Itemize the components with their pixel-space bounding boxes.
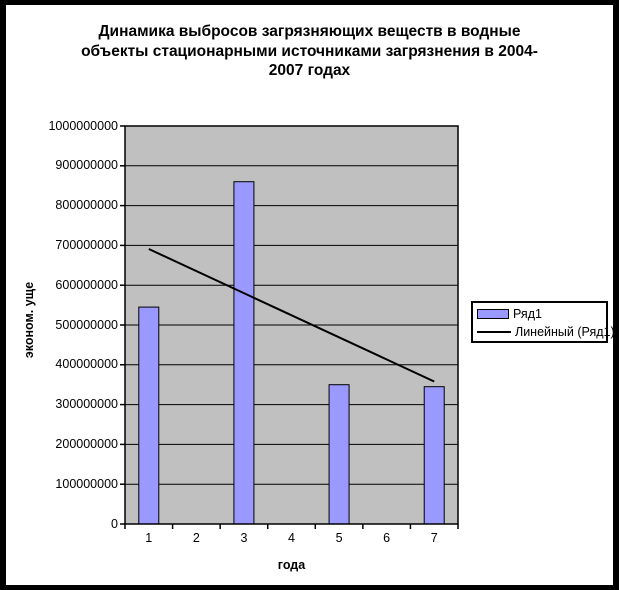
y-tick-label: 200000000 — [55, 436, 118, 451]
series-swatch-icon — [477, 309, 509, 319]
y-tick-label: 0 — [111, 516, 118, 531]
y-tick-label: 500000000 — [55, 317, 118, 332]
chart-title-line-3: 2007 годах — [268, 62, 351, 79]
x-tick-label: 1 — [145, 531, 153, 545]
y-tick-label: 300000000 — [55, 397, 118, 412]
legend-series-label: Ряд1 — [513, 307, 542, 321]
legend-item-series: Ряд1 — [477, 305, 606, 323]
x-tick-label: 5 — [335, 531, 343, 545]
plot-area — [120, 125, 459, 529]
y-tick-label: 800000000 — [55, 198, 118, 213]
y-tick-label: 100000000 — [55, 476, 118, 491]
y-tick-label: 900000000 — [55, 158, 118, 173]
trendline — [148, 248, 435, 383]
x-tick-label: 4 — [288, 531, 295, 545]
chart-title-line-2: объекты стационарными источниками загряз… — [81, 42, 538, 60]
legend: Ряд1 Линейный (Ряд1) — [471, 301, 613, 343]
y-tick-label: 600000000 — [55, 277, 118, 292]
x-tick-label: 2 — [192, 531, 200, 545]
y-tick-label: 700000000 — [55, 237, 118, 252]
bar-category-1 — [138, 306, 160, 525]
y-axis-title: эконом. уще — [22, 281, 36, 359]
x-axis-title: года — [277, 558, 306, 572]
chart-title: Динамика выбросов загрязняющих веществ в… — [6, 22, 613, 81]
trendline-swatch-icon — [477, 331, 511, 333]
bar-category-5 — [328, 384, 350, 525]
x-tick-label: 6 — [383, 531, 391, 545]
legend-item-trendline: Линейный (Ряд1) — [477, 323, 613, 341]
bar-category-7 — [423, 386, 445, 525]
x-tick-label: 7 — [430, 531, 438, 545]
legend-trendline-label: Линейный (Ряд1) — [515, 325, 615, 339]
y-tick-label: 400000000 — [55, 357, 118, 372]
bar-category-3 — [233, 181, 255, 525]
y-tick-label: 1000000000 — [48, 118, 118, 133]
x-tick-label: 3 — [240, 531, 248, 545]
chart-title-line-1: Динамика выбросов загрязняющих веществ в… — [98, 23, 521, 40]
